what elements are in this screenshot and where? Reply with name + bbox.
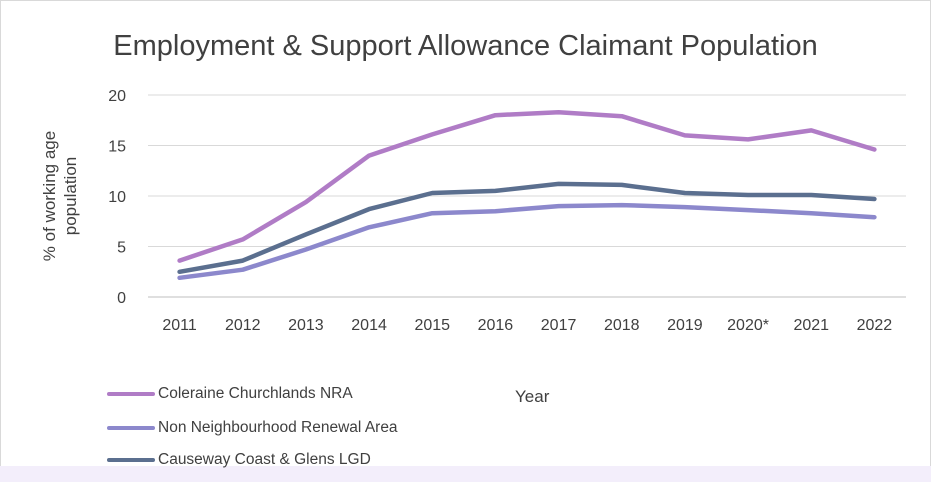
legend-label: Coleraine Churchlands NRA bbox=[158, 385, 353, 402]
x-tick-label: 2015 bbox=[414, 317, 450, 334]
x-tick-label: 2019 bbox=[667, 317, 703, 334]
legend-item: Causeway Coast & Glens LGD bbox=[107, 450, 371, 470]
x-tick-label: 2020* bbox=[727, 317, 769, 334]
series-line-3 bbox=[177, 181, 877, 275]
legend-swatch bbox=[107, 426, 155, 430]
y-tick-labels: 0 5 10 15 20 bbox=[108, 88, 126, 307]
x-tick-label: 2016 bbox=[478, 317, 514, 334]
x-tick-labels: 2011 2012 2013 2014 2015 2016 2017 2018 2019 2020… bbox=[162, 317, 892, 334]
x-tick-label: 2017 bbox=[541, 317, 577, 334]
series-line-2 bbox=[177, 202, 877, 281]
x-tick-label: 2021 bbox=[793, 317, 829, 334]
y-tick-label: 15 bbox=[108, 139, 126, 156]
y-tick-label: 10 bbox=[108, 189, 126, 206]
bottom-band bbox=[0, 466, 931, 482]
y-tick-label: 20 bbox=[108, 88, 126, 105]
x-tick-label: 2014 bbox=[351, 317, 387, 334]
series-lines bbox=[177, 109, 877, 281]
legend-label: Non Neighbourhood Renewal Area bbox=[158, 419, 398, 436]
legend-swatch bbox=[107, 392, 155, 396]
y-tick-label: 5 bbox=[117, 240, 126, 257]
legend-label: Causeway Coast & Glens LGD bbox=[158, 451, 371, 468]
x-tick-label: 2018 bbox=[604, 317, 640, 334]
legend-swatch bbox=[107, 458, 155, 462]
x-tick-label: 2022 bbox=[857, 317, 893, 334]
legend-item: Coleraine Churchlands NRA bbox=[107, 384, 353, 404]
y-tick-label: 0 bbox=[117, 290, 126, 307]
x-tick-label: 2013 bbox=[288, 317, 324, 334]
chart-title: Employment & Support Allowance Claimant … bbox=[113, 30, 818, 62]
x-tick-label: 2011 bbox=[162, 317, 197, 334]
series-line-1 bbox=[177, 109, 877, 263]
legend-item: Non Neighbourhood Renewal Area bbox=[107, 418, 398, 438]
x-axis-label: Year bbox=[515, 387, 550, 406]
x-tick-label: 2012 bbox=[225, 317, 261, 334]
